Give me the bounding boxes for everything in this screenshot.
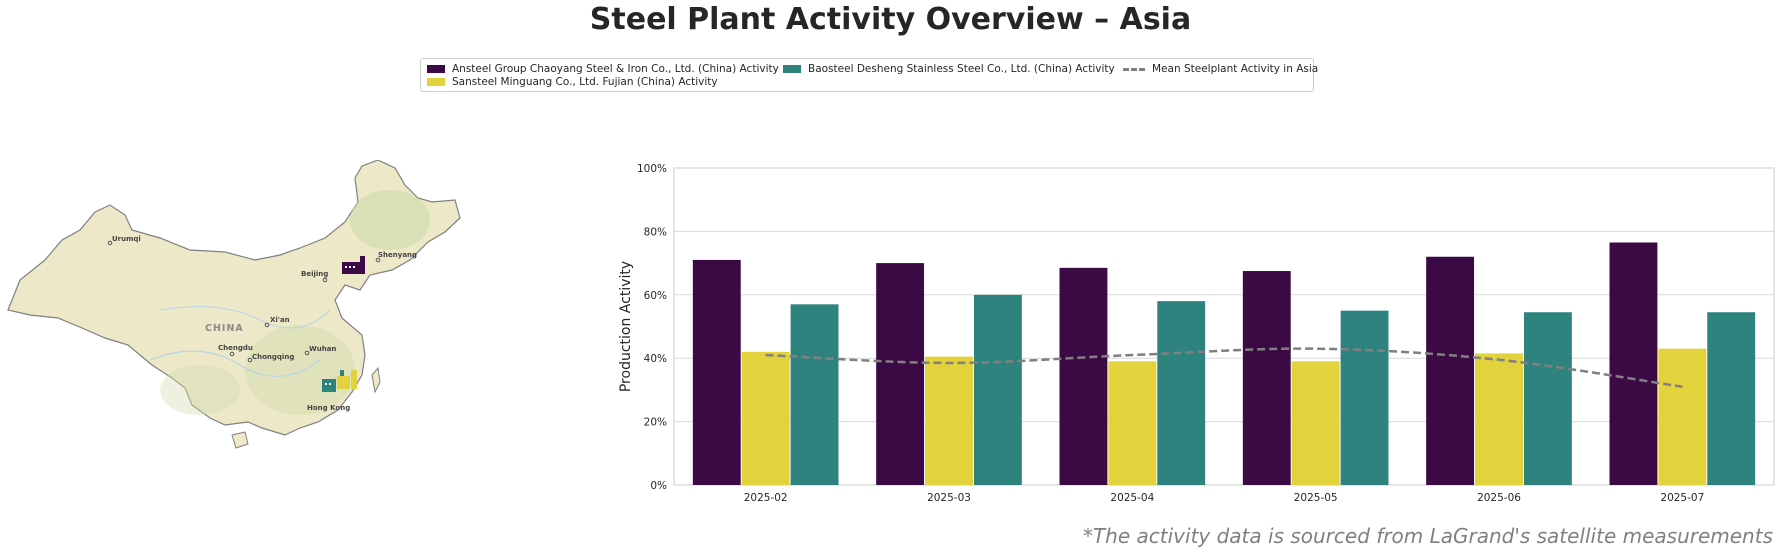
x-tick-label: 2025-06	[1477, 492, 1521, 504]
legend-swatch-ansteel	[427, 65, 445, 73]
bar-chart-svg: 0% 20% 40% 60% 80% 100% Production Activity 202…	[618, 163, 1775, 504]
bar	[1475, 353, 1523, 485]
x-tick-label: 2025-05	[1294, 492, 1338, 504]
city-dot	[322, 277, 328, 283]
x-tick-label: 2025-03	[927, 492, 971, 504]
bar	[1707, 312, 1756, 485]
bar	[1291, 361, 1340, 485]
city-dot	[107, 240, 113, 246]
bar-chart: 0% 20% 40% 60% 80% 100% Production Activity 202…	[600, 150, 1781, 520]
river	[159, 306, 331, 329]
legend-item-baosteel: Baosteel Desheng Stainless Steel Co., Lt…	[783, 63, 1115, 75]
china-map: Urumqi Beijing Shenyang Xi'an Chengdu Ch…	[0, 159, 470, 500]
y-tick-label: 60%	[644, 290, 667, 302]
y-tick-label: 40%	[644, 353, 667, 365]
bar	[1426, 256, 1475, 485]
city-label-chengdu: Chengdu	[218, 344, 253, 352]
terrain-shade	[160, 365, 240, 415]
city-dot	[375, 257, 381, 263]
bar	[973, 294, 1022, 485]
bar	[1157, 301, 1206, 485]
bar	[1108, 361, 1157, 485]
bar	[1658, 348, 1707, 485]
city-label-beijing: Beijing	[301, 270, 328, 278]
y-tick-label: 80%	[644, 226, 667, 238]
city-label-shenyang: Shenyang	[378, 251, 417, 259]
terrain-shade	[350, 190, 430, 250]
bar	[790, 304, 839, 485]
bar	[692, 259, 741, 485]
city-label-hong-kong: Hong Kong	[307, 404, 350, 412]
x-tick-label: 2025-04	[1110, 492, 1154, 504]
legend-swatch-sansteel	[427, 78, 445, 86]
bar	[876, 263, 925, 485]
legend-swatch-baosteel	[783, 65, 801, 73]
legend-label-ansteel: Ansteel Group Chaoyang Steel & Iron Co.,…	[452, 63, 779, 75]
legend-label-mean: Mean Steelplant Activity in Asia	[1152, 63, 1319, 75]
hainan-island	[231, 431, 249, 449]
city-label-wuhan: Wuhan	[309, 345, 336, 353]
y-tick-label: 100%	[637, 163, 667, 175]
taiwan-island	[371, 366, 381, 394]
factory-icon	[322, 379, 336, 392]
bar	[1523, 312, 1572, 485]
river	[149, 350, 321, 377]
legend-item-mean: Mean Steelplant Activity in Asia	[1123, 63, 1318, 75]
legend-item-sansteel: Sansteel Minguang Co., Ltd. Fujian (Chin…	[427, 76, 718, 88]
factory-icon	[342, 256, 365, 274]
city-label-urumqi: Urumqi	[112, 235, 141, 243]
city-label-chongqing: Chongqing	[252, 353, 294, 361]
legend-label-sansteel: Sansteel Minguang Co., Ltd. Fujian (Chin…	[452, 76, 718, 88]
legend-line-mean	[1123, 67, 1145, 71]
city-dot	[247, 357, 253, 363]
legend-label-baosteel: Baosteel Desheng Stainless Steel Co., Lt…	[808, 63, 1115, 75]
city-dot	[229, 351, 235, 357]
legend: Ansteel Group Chaoyang Steel & Iron Co.,…	[420, 58, 1318, 92]
legend-item-ansteel: Ansteel Group Chaoyang Steel & Iron Co.,…	[427, 63, 779, 75]
mean-activity-line	[765, 347, 1683, 388]
city-label-xian: Xi'an	[270, 316, 290, 324]
x-tick-label: 2025-02	[744, 492, 788, 504]
country-label: CHINA	[205, 323, 244, 334]
bar	[1242, 271, 1291, 485]
city-dot	[264, 322, 270, 328]
x-tick-label: 2025-07	[1660, 492, 1704, 504]
chart-title: Steel Plant Activity Overview – Asia	[589, 2, 1192, 37]
bar	[1340, 310, 1389, 485]
factory-icon	[337, 370, 357, 389]
bar	[925, 356, 973, 485]
city-dot	[304, 350, 310, 356]
china-map-svg: Urumqi Beijing Shenyang Xi'an Chengdu Ch…	[7, 159, 461, 449]
footnote: *The activity data is sourced from LaGra…	[1082, 524, 1773, 548]
terrain-shade	[245, 325, 355, 415]
bar	[741, 351, 790, 485]
plot-frame	[673, 167, 1775, 486]
y-tick-label: 0%	[650, 480, 667, 492]
bar	[1059, 267, 1108, 485]
y-tick-label: 20%	[644, 417, 667, 429]
bar	[1609, 242, 1658, 485]
y-axis-label: Production Activity	[618, 261, 634, 392]
